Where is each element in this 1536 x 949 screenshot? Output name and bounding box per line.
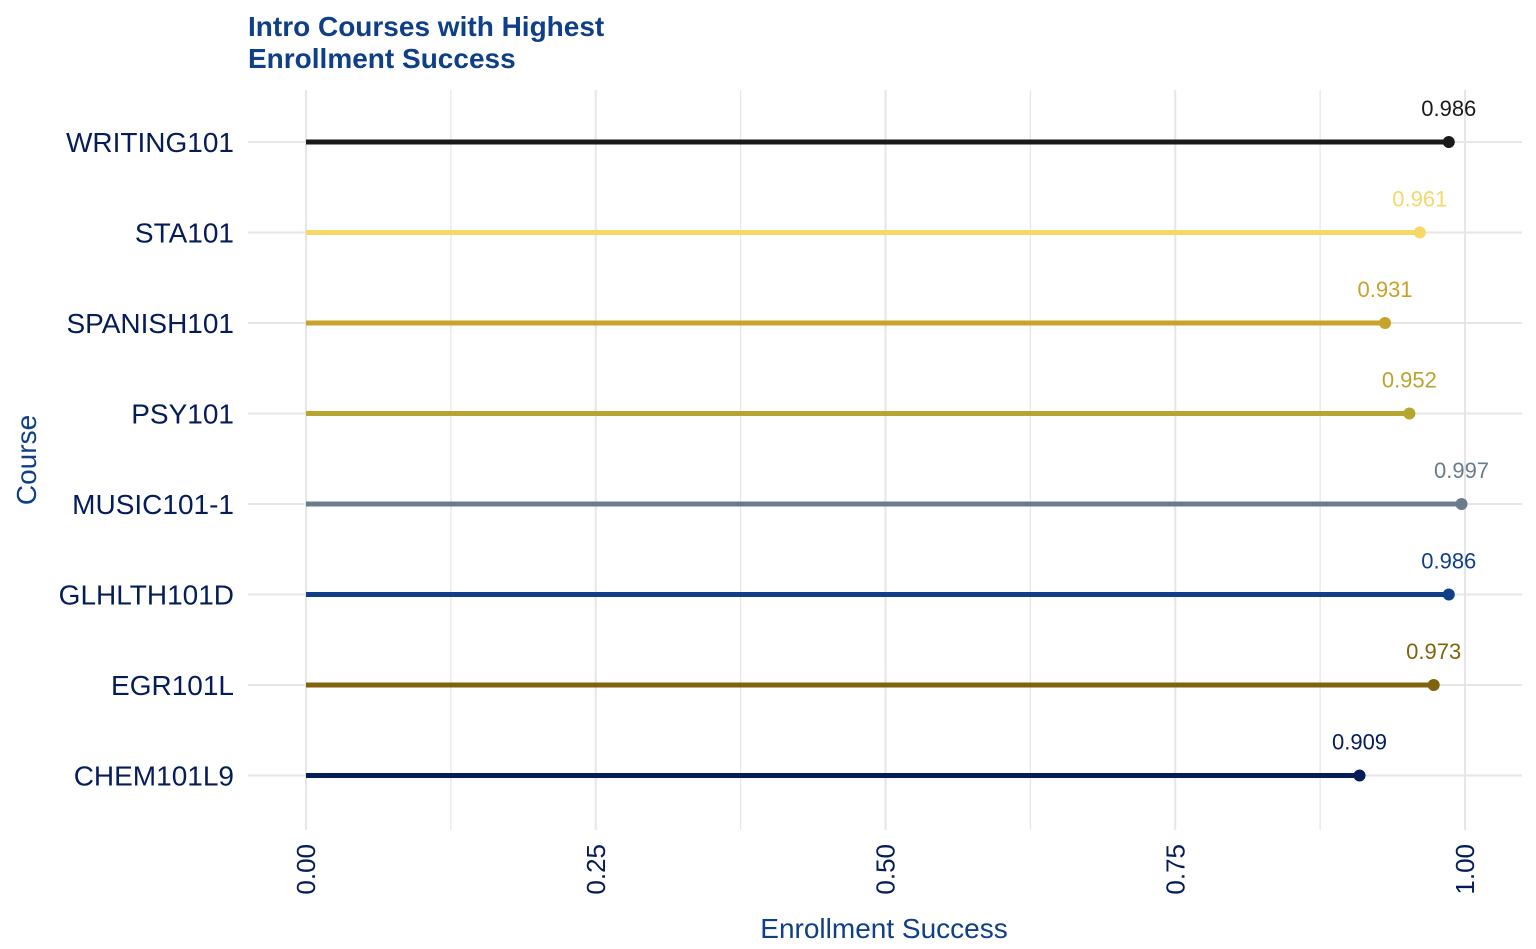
x-tick-label: 0.50 [871,844,901,895]
y-tick-label: GLHLTH101D [59,580,234,611]
chart-title-line-2: Enrollment Success [248,43,516,74]
lollipop-sta101: 0.961 [306,187,1447,239]
x-tick-label: 0.75 [1160,844,1190,895]
y-tick-label: WRITING101 [66,127,234,158]
lollipop-point [1413,226,1426,239]
lollipop-writing101: 0.986 [306,96,1476,148]
lollipop-spanish101: 0.931 [306,277,1413,329]
data-label: 0.986 [1421,549,1476,574]
lollipop-point [1442,136,1455,148]
y-axis-tick-labels: WRITING101 STA101 SPANISH101 PSY101 MUSIC101… [59,127,234,792]
x-axis-label: Enrollment Success [760,913,1007,944]
y-axis-label: Course [11,415,42,505]
data-label: 0.952 [1382,368,1437,393]
y-tick-label: CHEM101L9 [74,761,234,792]
lollipop-point [1455,498,1468,510]
lollipop-point [1379,317,1392,329]
x-tick-label: 0.00 [291,844,321,895]
y-tick-label: EGR101L [111,670,234,701]
data-label: 0.986 [1421,96,1476,121]
y-tick-label: PSY101 [131,399,234,430]
data-label: 0.961 [1392,187,1447,212]
lollipop-glhlth101d: 0.986 [306,549,1476,601]
data-label: 0.909 [1332,730,1387,755]
lollipop-point [1353,769,1366,782]
lollipop-point [1427,679,1440,691]
chart-title: Intro Courses with Highest Enrollment Su… [248,11,604,74]
grid-lines [248,90,1522,830]
lollipop-marks: 0.986 0.961 0.931 0.952 0.997 0.986 0.973 0.909 [306,96,1489,782]
y-tick-label: SPANISH101 [66,308,234,339]
data-label: 0.973 [1406,639,1461,664]
lollipop-point [1403,407,1416,420]
lollipop-music101-1: 0.997 [306,458,1489,510]
x-axis-tick-labels: 0.00 0.25 0.50 0.75 1.00 [291,844,1480,895]
lollipop-egr101l: 0.973 [306,639,1461,691]
lollipop-chem101l9: 0.909 [306,730,1387,782]
x-tick-label: 0.25 [581,844,611,895]
y-tick-label: MUSIC101-1 [72,489,234,520]
chart-title-line-1: Intro Courses with Highest [248,11,604,42]
lollipop-point [1442,588,1455,601]
y-tick-label: STA101 [135,218,234,249]
data-label: 0.931 [1357,277,1412,302]
data-label: 0.997 [1434,458,1489,483]
lollipop-psy101: 0.952 [306,368,1437,420]
x-tick-label: 1.00 [1450,844,1480,895]
